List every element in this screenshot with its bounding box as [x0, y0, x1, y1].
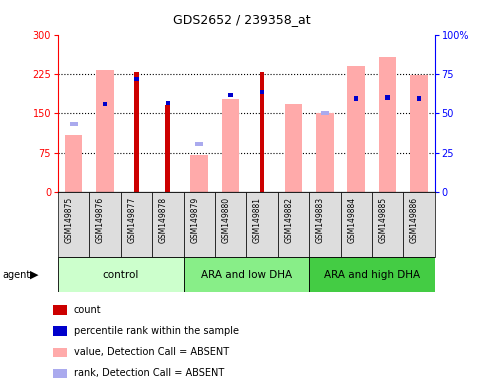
Bar: [278, 192, 309, 257]
Text: GSM149885: GSM149885: [379, 197, 387, 243]
Bar: [246, 192, 278, 257]
Bar: [190, 155, 208, 192]
Bar: [58, 257, 184, 292]
Bar: [316, 113, 334, 192]
Bar: [53, 348, 68, 357]
Text: GSM149886: GSM149886: [410, 197, 419, 243]
Bar: [228, 93, 233, 97]
Bar: [260, 90, 264, 94]
Bar: [403, 192, 435, 257]
Text: ARA and low DHA: ARA and low DHA: [201, 270, 292, 280]
Bar: [70, 122, 78, 126]
Text: GSM149884: GSM149884: [347, 197, 356, 243]
Text: ARA and high DHA: ARA and high DHA: [324, 270, 420, 280]
Bar: [134, 77, 139, 81]
Text: GSM149879: GSM149879: [190, 197, 199, 243]
Bar: [284, 104, 302, 192]
Bar: [134, 72, 139, 192]
Bar: [379, 56, 397, 192]
Text: rank, Detection Call = ABSENT: rank, Detection Call = ABSENT: [74, 368, 224, 379]
Text: GDS2652 / 239358_at: GDS2652 / 239358_at: [173, 13, 310, 26]
Text: ▶: ▶: [30, 270, 39, 280]
Text: GSM149883: GSM149883: [316, 197, 325, 243]
Bar: [58, 192, 89, 257]
Bar: [215, 192, 246, 257]
Text: GSM149880: GSM149880: [222, 197, 231, 243]
Bar: [309, 192, 341, 257]
Bar: [417, 96, 421, 101]
Bar: [222, 99, 240, 192]
Bar: [96, 70, 114, 192]
Text: GSM149878: GSM149878: [159, 197, 168, 243]
Bar: [347, 66, 365, 192]
Bar: [53, 305, 68, 315]
Text: GSM149882: GSM149882: [284, 197, 294, 243]
Text: GSM149875: GSM149875: [65, 197, 73, 243]
Bar: [385, 96, 390, 99]
Bar: [410, 76, 428, 192]
Bar: [103, 102, 107, 106]
Text: GSM149877: GSM149877: [128, 197, 137, 243]
Text: percentile rank within the sample: percentile rank within the sample: [74, 326, 239, 336]
Bar: [121, 192, 152, 257]
Bar: [89, 192, 121, 257]
Bar: [152, 192, 184, 257]
Text: control: control: [102, 270, 139, 280]
Bar: [195, 142, 203, 146]
Text: count: count: [74, 305, 101, 315]
Bar: [166, 101, 170, 105]
Bar: [184, 192, 215, 257]
Bar: [165, 106, 170, 192]
Bar: [372, 192, 403, 257]
Bar: [259, 72, 265, 192]
Bar: [53, 369, 68, 378]
Bar: [309, 257, 435, 292]
Text: value, Detection Call = ABSENT: value, Detection Call = ABSENT: [74, 347, 229, 358]
Text: GSM149876: GSM149876: [96, 197, 105, 243]
Bar: [184, 257, 309, 292]
Text: agent: agent: [2, 270, 30, 280]
Bar: [341, 192, 372, 257]
Text: GSM149881: GSM149881: [253, 197, 262, 243]
Bar: [321, 111, 329, 115]
Bar: [53, 326, 68, 336]
Bar: [65, 135, 83, 192]
Bar: [354, 96, 358, 101]
